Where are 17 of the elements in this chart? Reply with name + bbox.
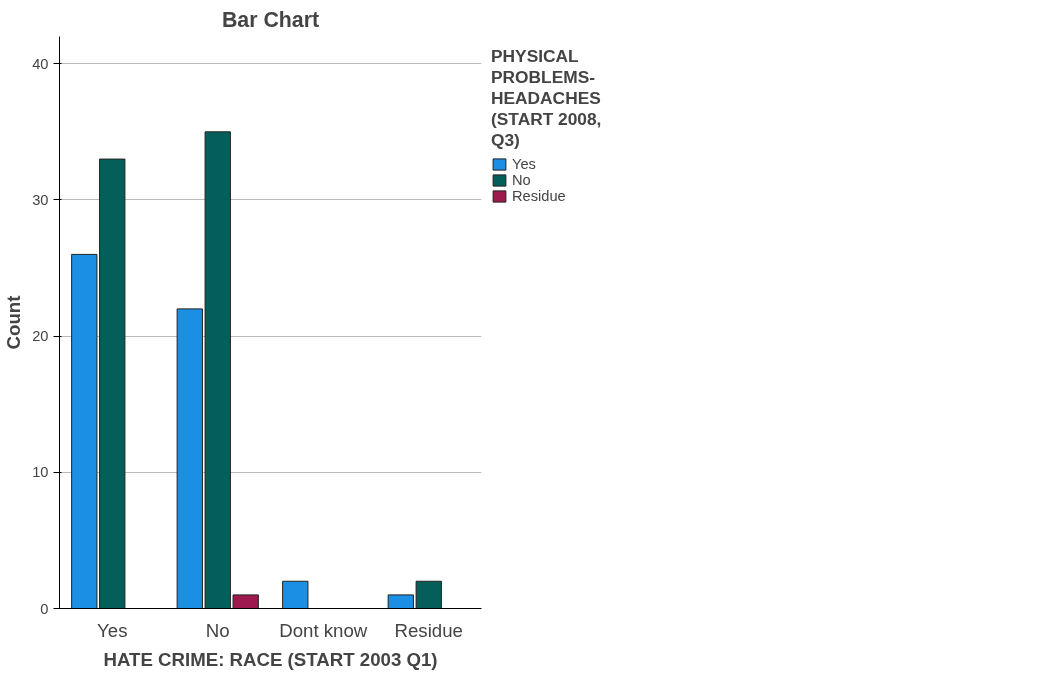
legend-label: Yes (512, 156, 536, 172)
x-axis-title: HATE CRIME: RACE (START 2003 Q1) (103, 648, 438, 670)
y-tick-label: 20 (32, 328, 49, 345)
x-tick-label: Dont know (279, 619, 368, 641)
x-tick-label: Residue (394, 619, 463, 641)
legend-label: Residue (512, 188, 566, 204)
bar (282, 580, 309, 609)
y-tick-label: 0 (40, 600, 49, 617)
x-tick-label: Yes (97, 619, 128, 641)
y-tick-label: 30 (32, 191, 49, 208)
x-tick-label: No (205, 619, 230, 641)
chart-title: Bar Chart (221, 7, 320, 32)
legend-title: PHYSICAL PROBLEMS-HEADACHES (START 2008, Q3) (491, 46, 602, 151)
legend-label: No (512, 172, 532, 188)
y-tick-label: 40 (32, 55, 49, 72)
y-tick-label: 10 (32, 464, 49, 481)
y-axis-title: Count (3, 295, 25, 350)
